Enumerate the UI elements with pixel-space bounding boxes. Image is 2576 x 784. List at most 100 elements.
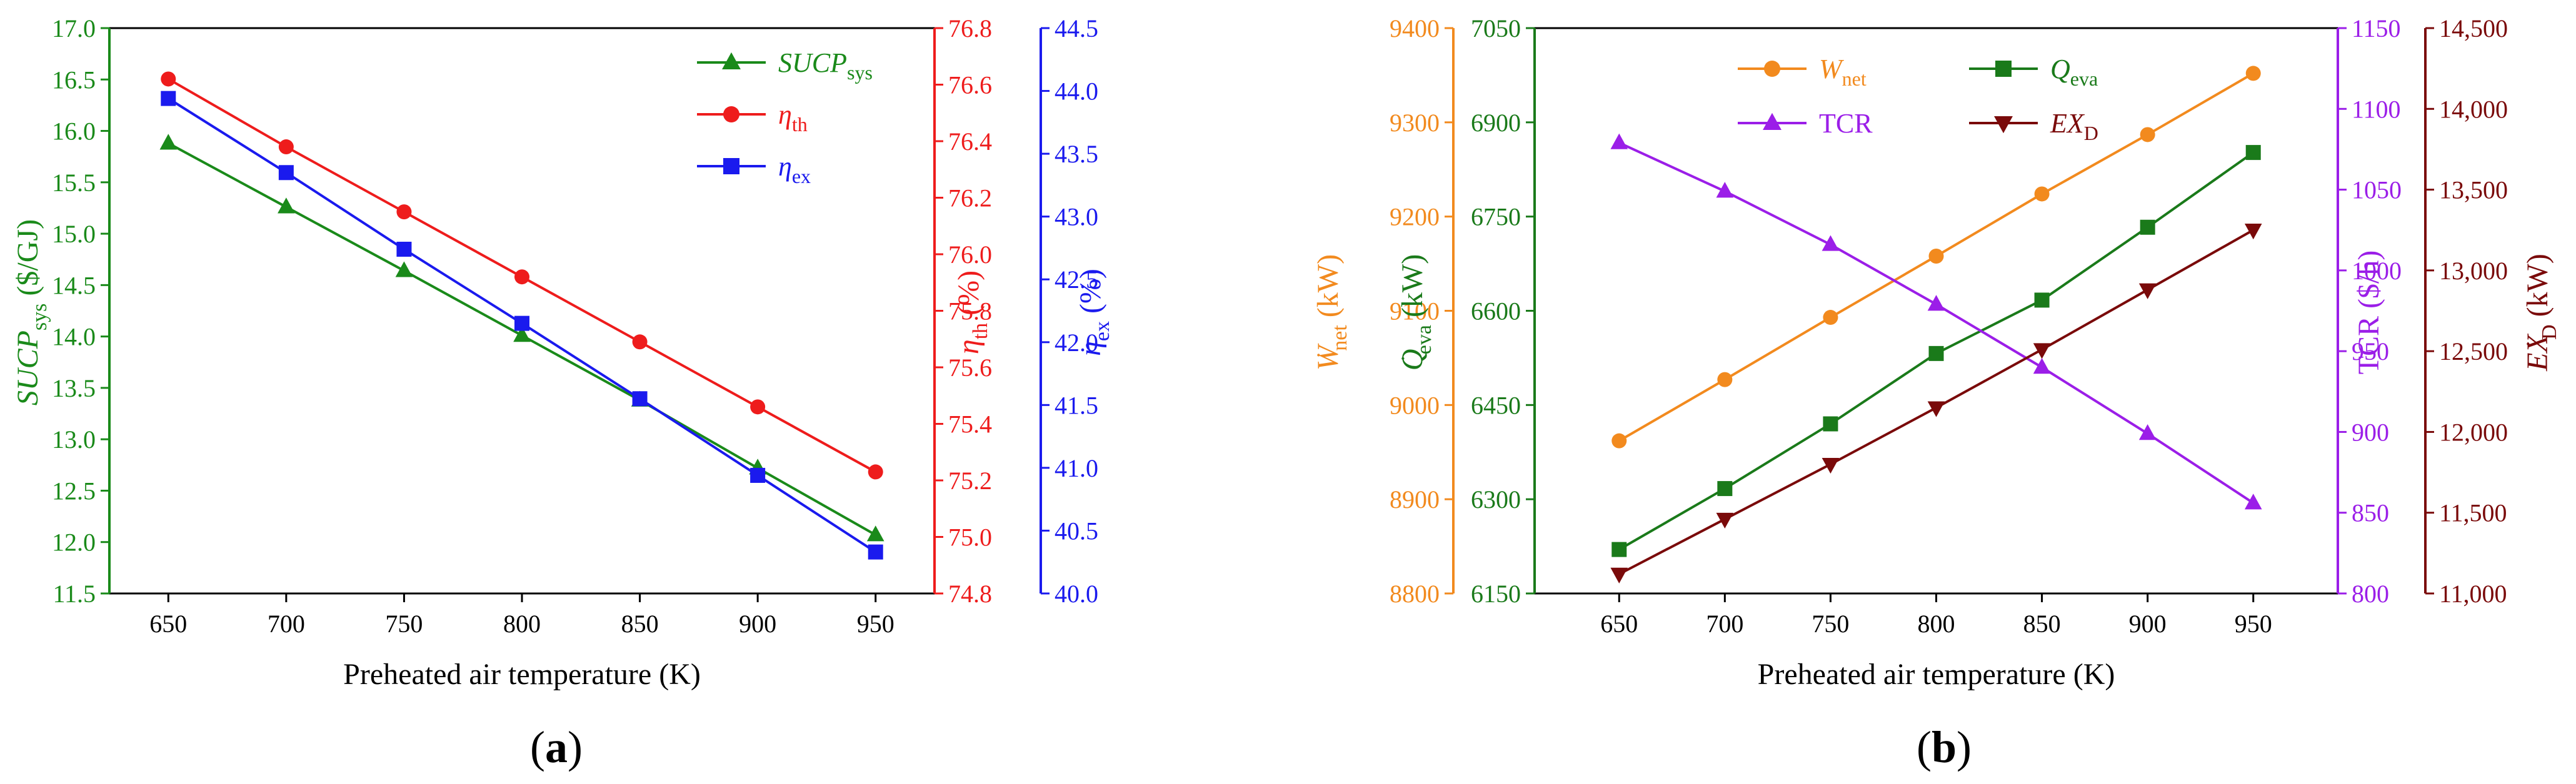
y-axis-title-y3: ηex (%) — [1074, 269, 1114, 356]
data-point-y3 — [161, 91, 176, 106]
y-tick-label-q: 6600 — [1471, 297, 1521, 325]
y-tick-label-t: 1100 — [2352, 95, 2401, 123]
label-part: D — [2084, 122, 2098, 144]
label-part: TCR — [2352, 316, 2385, 374]
y-tick-label-y3: 43.0 — [1055, 203, 1098, 231]
label-part: sys — [28, 304, 51, 330]
x-tick-label: 850 — [621, 610, 659, 638]
data-point-e — [2033, 343, 2051, 359]
data-point-t — [2244, 494, 2262, 510]
data-point-y2 — [278, 139, 294, 155]
data-point-y2 — [161, 71, 176, 87]
data-point-w — [1717, 372, 1733, 387]
label-part: D — [2538, 324, 2561, 340]
y-tick-label-t: 1000 — [2352, 257, 2402, 285]
label-part: ( — [1917, 722, 1932, 772]
y-tick-label-w: 9100 — [1390, 297, 1440, 325]
y-tick-label-t: 1150 — [2352, 14, 2401, 42]
y-tick-label-y2: 76.6 — [948, 71, 992, 99]
y-tick-label-w: 8800 — [1390, 580, 1440, 608]
y-tick-label-q: 6900 — [1471, 109, 1521, 137]
y-tick-label-y3: 40.5 — [1055, 517, 1098, 545]
y-tick-label-y1: 12.0 — [52, 528, 96, 557]
x-tick-label: 750 — [1812, 610, 1849, 638]
data-point-t — [1716, 182, 1734, 198]
y-tick-label-q: 6450 — [1471, 391, 1521, 419]
y-tick-label-w: 9400 — [1390, 14, 1440, 42]
y-tick-label-y1: 15.5 — [52, 169, 96, 197]
data-point-e — [1716, 512, 1734, 529]
data-point-q — [2245, 145, 2261, 161]
y-tick-label-y1: 17.0 — [52, 14, 96, 42]
y-tick-label-y1: 15.0 — [52, 220, 96, 248]
data-point-y2 — [396, 204, 412, 220]
label-part: ˙ — [1396, 354, 1424, 362]
legend-label-e: EXD — [2050, 108, 2098, 144]
x-tick-label: 950 — [857, 610, 895, 638]
y-tick-label-e: 13,500 — [2439, 176, 2508, 204]
label-part: eva — [2070, 67, 2098, 90]
data-point-e — [1822, 457, 1840, 474]
legend-label-w: Wnet — [1819, 54, 1867, 90]
label-part: η — [778, 99, 792, 130]
figure-caption: (b) — [1917, 722, 1972, 772]
y-axis-title-q: Q˙eva (kW) — [1396, 254, 1436, 370]
y-tick-label-q: 6150 — [1471, 580, 1521, 608]
data-point-y2 — [868, 464, 883, 480]
data-point-q — [2034, 292, 2050, 308]
legend-label-y2: ηth — [778, 99, 808, 136]
y-tick-label-e: 11,000 — [2439, 580, 2507, 608]
x-tick-label: 900 — [739, 610, 776, 638]
y-axis-title-t: TCR ($/h) — [2352, 251, 2385, 375]
y-tick-label-y1: 12.5 — [52, 477, 96, 505]
legend-label-t: TCR — [1819, 108, 1873, 139]
y-tick-label-t: 800 — [2352, 580, 2389, 608]
label-part: ˙ — [2521, 340, 2549, 348]
label-part: sys — [847, 61, 873, 84]
label-part: a — [545, 722, 568, 772]
y-tick-label-w: 9000 — [1390, 391, 1440, 419]
data-point-w — [2034, 186, 2050, 202]
y-tick-label-y1: 13.5 — [52, 374, 96, 402]
y-axis-title-y2: ηth (%) — [952, 270, 992, 354]
data-point-w — [2245, 66, 2261, 81]
legend-marker-y1 — [722, 52, 741, 70]
figure-caption: (a) — [530, 722, 583, 772]
x-tick-label: 700 — [1706, 610, 1743, 638]
data-point-y2 — [750, 399, 766, 415]
y-tick-label-q: 6750 — [1471, 203, 1521, 231]
legend-label-y1: SUCPsys — [778, 47, 873, 84]
legend-marker-w — [1764, 61, 1780, 77]
data-point-e — [2244, 224, 2262, 240]
data-point-w — [2140, 127, 2155, 142]
label-part: (kW) — [1396, 254, 1429, 325]
x-tick-label: 650 — [1600, 610, 1638, 638]
chart-b: 650 700 750 800 850 900 950 Preheated air tempe… — [1311, 14, 2561, 772]
label-part: b — [1932, 722, 1957, 772]
y-tick-label-t: 950 — [2352, 337, 2389, 365]
y-tick-label-y3: 41.0 — [1055, 454, 1098, 482]
y-tick-label-y2: 75.4 — [948, 410, 992, 439]
data-point-t — [1610, 133, 1628, 149]
label-part: ) — [568, 722, 583, 772]
x-tick-label: 800 — [503, 610, 541, 638]
legend-label-y3: ηex — [778, 151, 811, 187]
y-tick-label-y2: 76.0 — [948, 241, 992, 269]
data-point-y3 — [396, 241, 412, 257]
label-part: EX — [2050, 108, 2085, 139]
label-part: ($/GJ) — [11, 219, 44, 304]
y-tick-label-y2: 75.2 — [948, 467, 992, 495]
y-tick-label-w: 9200 — [1390, 203, 1440, 231]
data-point-y3 — [750, 467, 766, 483]
legend-marker-t — [1763, 112, 1782, 131]
y-tick-label-e: 11,500 — [2439, 499, 2507, 527]
data-point-w — [1928, 249, 1944, 264]
y-tick-label-e: 12,500 — [2439, 337, 2508, 365]
x-axis-title: Preheated air temperature (K) — [1758, 658, 2115, 691]
label-part: ex — [792, 165, 811, 187]
label-part: Q — [1396, 349, 1429, 371]
y-tick-label-y2: 76.8 — [948, 14, 992, 42]
data-point-w — [1611, 433, 1627, 449]
y-tick-label-e: 14,000 — [2439, 95, 2508, 123]
